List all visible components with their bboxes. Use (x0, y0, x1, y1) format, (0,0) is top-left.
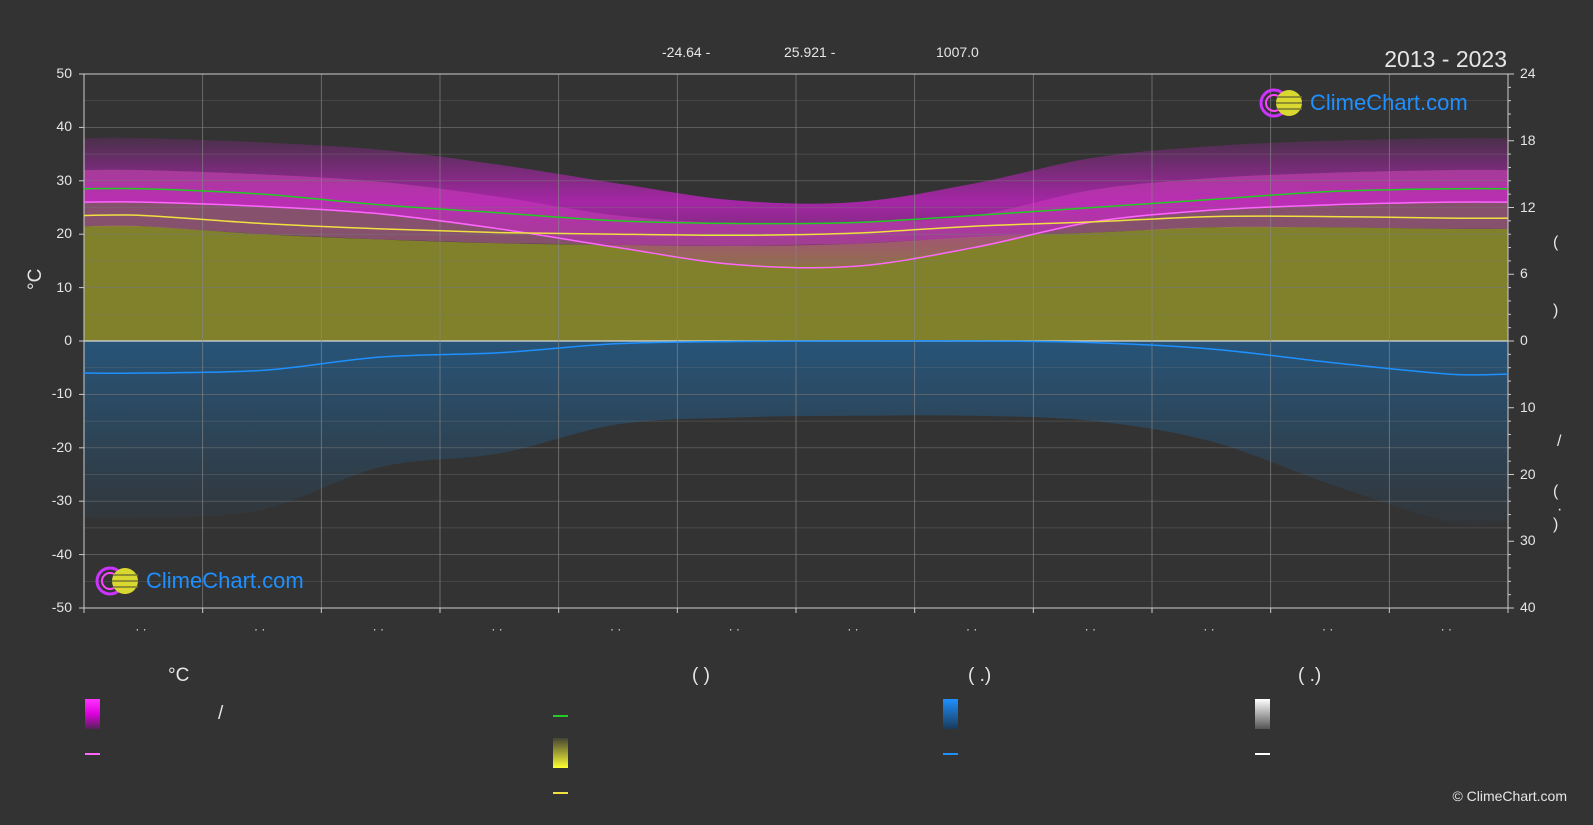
logo-text: ClimeChart.com (1310, 90, 1468, 115)
month-label: · · (135, 622, 147, 636)
y-tick-label-left: -20 (51, 438, 72, 455)
y-tick-label-left: -30 (51, 492, 72, 509)
series-line-0 (83, 187, 1509, 225)
legend-swatch-daylight (553, 715, 568, 717)
y-tick-label-left: -50 (51, 599, 72, 615)
month-label: · · (372, 622, 384, 636)
copyright: © ClimeChart.com (1452, 788, 1567, 804)
legend-temp-heading: °C (168, 665, 190, 686)
right-axis-mark-4: ( (1553, 483, 1559, 500)
legend-rain-heading: ( .) (968, 665, 992, 686)
y-tick-label-right-bottom: 30 (1520, 532, 1536, 549)
month-label: · · (254, 622, 266, 636)
month-label: · · (1084, 622, 1096, 636)
month-label: · · (966, 622, 978, 636)
legend-swatch-snow-line (1255, 753, 1270, 755)
right-axis-mark-5: · (1557, 501, 1563, 518)
y-tick-label-left: 0 (64, 332, 72, 348)
y-tick-label-left: 30 (56, 171, 72, 188)
month-label: · · (1440, 622, 1452, 636)
legend-swatch-sunshine (553, 738, 568, 768)
legend-snow-heading: ( .) (1298, 665, 1322, 686)
legend-sun-heading: ( ) (692, 665, 710, 686)
month-label: · · (1203, 622, 1215, 636)
period-label: 2013 - 2023 (1384, 46, 1507, 72)
right-axis-mark-3: / (1557, 433, 1562, 450)
logo-bottom[interactable]: ClimeChart.com (94, 564, 304, 598)
right-axis-mark-6: ) (1553, 516, 1559, 533)
y-tick-label-right-top: 24 (1520, 65, 1536, 81)
month-label: · · (491, 622, 503, 636)
y-tick-label-right-top: 12 (1520, 198, 1536, 215)
y-tick-label-right-bottom: 10 (1520, 398, 1536, 415)
month-label: · · (1322, 622, 1334, 636)
y-tick-label-right-top: 18 (1520, 131, 1536, 148)
legend-swatch-rain (943, 699, 958, 729)
y-tick-label-left: 40 (56, 118, 72, 135)
series-line-2 (83, 214, 1509, 237)
legend-swatch-rain-line (943, 753, 958, 755)
y-tick-label-left: 10 (56, 278, 72, 295)
climechart-logo-icon (94, 564, 142, 598)
legend-swatch-sunshine-line (553, 792, 568, 794)
series-line-1 (83, 201, 1509, 269)
y-tick-label-left: 50 (56, 65, 72, 81)
y-tick-label-left: -10 (51, 385, 72, 402)
month-label: · · (610, 622, 622, 636)
legend-swatch-snow (1255, 699, 1270, 729)
series-line-3 (83, 340, 1509, 376)
y-axis-label: °C (25, 268, 46, 290)
y-tick-label-left: -40 (51, 545, 72, 562)
right-axis-mark-2: ) (1553, 302, 1559, 319)
legend-swatch-temp-mean (85, 753, 100, 755)
legend-swatch-temp-range (85, 699, 100, 729)
y-tick-label-right-top: 6 (1520, 265, 1528, 282)
y-tick-label-left: 20 (56, 225, 72, 242)
header-value-2: 25.921 - (784, 44, 836, 60)
month-label: · · (728, 622, 740, 636)
header-value-3: 1007.0 (936, 44, 979, 60)
header-value-1: -24.64 - (662, 44, 711, 60)
y-tick-label-right-top: 0 (1520, 332, 1528, 348)
y-tick-label-right-bottom: 20 (1520, 465, 1536, 482)
climechart-logo-icon (1258, 86, 1306, 120)
logo-text: ClimeChart.com (146, 568, 304, 593)
logo-top[interactable]: ClimeChart.com (1258, 86, 1468, 120)
y-tick-label-right-bottom: 40 (1520, 599, 1536, 615)
month-label: · · (847, 622, 859, 636)
right-axis-mark-1: ( (1553, 234, 1559, 251)
legend-slash: / (218, 703, 224, 724)
